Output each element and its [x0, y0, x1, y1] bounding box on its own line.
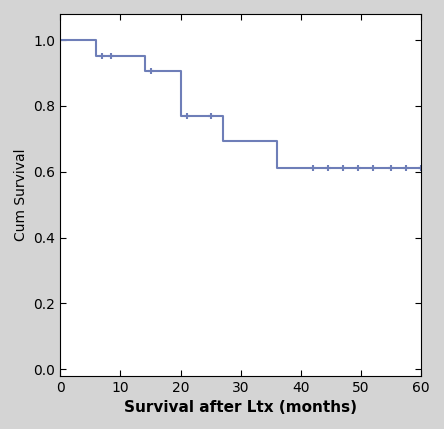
X-axis label: Survival after Ltx (months): Survival after Ltx (months)	[124, 400, 357, 415]
Y-axis label: Cum Survival: Cum Survival	[14, 148, 28, 241]
